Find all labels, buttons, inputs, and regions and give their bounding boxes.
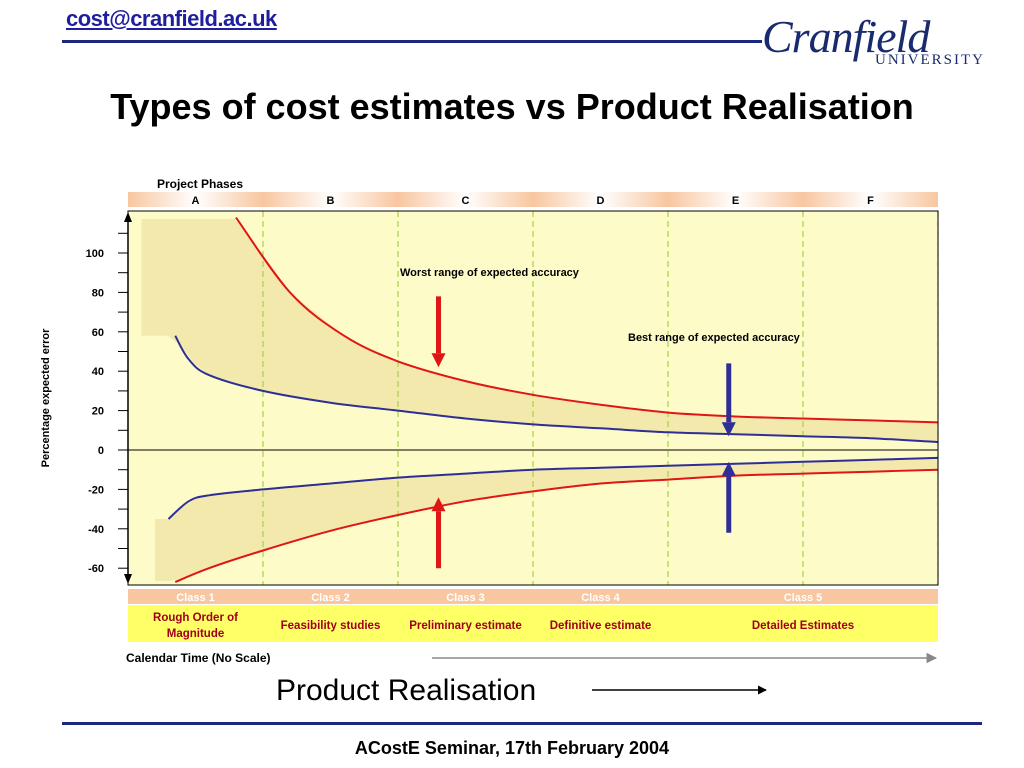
phase-label: E [732, 195, 739, 207]
y-tick-label: 100 [86, 248, 104, 260]
logo-wordmark: Cranfield [762, 11, 930, 62]
class-header [128, 589, 263, 604]
phase-cell [128, 192, 263, 207]
x-axis-label: Calendar Time (No Scale) [126, 651, 271, 665]
best-range-label: Best range of expected accuracy [628, 332, 801, 344]
phase-cell [533, 192, 668, 207]
phase-label: B [327, 195, 335, 207]
series-line [174, 335, 939, 444]
y-tick-label: -20 [88, 484, 104, 496]
phase-label: D [597, 195, 605, 207]
university-logo: Cranfield UNIVERSITY [762, 8, 992, 70]
lower-uncertainty-band [155, 457, 938, 581]
y-tick-label: 20 [92, 406, 104, 418]
class-description-cell [533, 605, 668, 642]
class-description-cell [128, 605, 263, 642]
class-description: Preliminary estimate [409, 620, 522, 632]
accuracy-arrow-head [431, 353, 446, 368]
class-header [398, 589, 533, 604]
class-label: Class 5 [784, 592, 823, 604]
class-label: Class 3 [446, 592, 485, 604]
class-header [533, 589, 668, 604]
y-axis-down-arrowhead [124, 574, 132, 584]
phase-cell [803, 192, 938, 207]
phase-bar: A B C D E F [128, 192, 938, 207]
phase-label: C [462, 195, 470, 207]
footer-text: ACostE Seminar, 17th February 2004 [354, 738, 670, 758]
class-label: Class 1 [176, 592, 215, 604]
series-line [174, 468, 939, 583]
phases-title: Project Phases [157, 177, 243, 191]
y-axis-up-arrowhead [124, 212, 132, 222]
upper-uncertainty-band [141, 219, 938, 443]
y-axis: 100 80 60 40 20 0 -20 -40 -60 [86, 212, 132, 584]
accuracy-arrow-head [431, 497, 446, 512]
class-header [263, 589, 398, 604]
series-line [235, 216, 939, 424]
y-tick-label: 80 [92, 287, 104, 299]
product-realisation-label: Product Realisation [276, 674, 537, 707]
accuracy-arrow-head [721, 461, 736, 476]
series-line [167, 456, 939, 520]
y-tick-label: -60 [88, 563, 104, 575]
logo-subtitle: UNIVERSITY [875, 52, 985, 68]
footer-rule [62, 722, 982, 725]
class-label: Class 2 [311, 592, 350, 604]
y-axis-label: Percentage expected error [40, 328, 52, 468]
class-description: Magnitude [167, 628, 225, 640]
class-header [668, 589, 938, 604]
worst-range-label: Worst range of expected accuracy [400, 267, 580, 279]
y-tick-label: 0 [98, 445, 104, 457]
y-tick-label: 60 [92, 327, 104, 339]
class-description-cell [398, 605, 533, 642]
phase-cell [398, 192, 533, 207]
class-description-cell [263, 605, 398, 642]
class-description: Feasibility studies [281, 620, 381, 632]
y-tick-label: 40 [92, 366, 104, 378]
slide-title: Types of cost estimates vs Product Reali… [110, 86, 914, 127]
estimate-classes: Class 1 Rough Order of Magnitude Class 2 Fea… [128, 589, 938, 642]
y-tick-label: -40 [88, 524, 104, 536]
class-description: Definitive estimate [550, 620, 652, 632]
accuracy-arrows [431, 296, 736, 569]
accuracy-arrow-head [721, 422, 736, 437]
phase-label: A [192, 195, 200, 207]
phase-cell [668, 192, 803, 207]
class-description: Rough Order of [153, 612, 238, 624]
class-description-cell [668, 605, 938, 642]
phase-label: F [867, 195, 874, 207]
header-rule [62, 40, 762, 43]
accuracy-curves [167, 216, 939, 583]
class-description: Detailed Estimates [752, 620, 854, 632]
class-label: Class 4 [581, 592, 620, 604]
phase-cell [263, 192, 398, 207]
contact-email-link[interactable]: cost@cranfield.ac.uk [66, 6, 277, 31]
